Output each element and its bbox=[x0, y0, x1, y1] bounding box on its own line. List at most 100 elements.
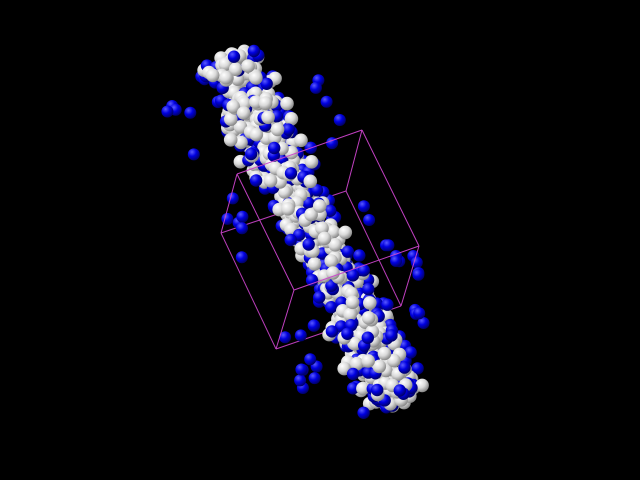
blue-atom bbox=[390, 255, 403, 267]
white-atom bbox=[304, 155, 319, 169]
blue-atom bbox=[382, 239, 395, 252]
white-atom bbox=[328, 238, 343, 252]
blue-atom bbox=[310, 184, 324, 197]
blue-atom bbox=[346, 269, 360, 282]
white-atom bbox=[223, 133, 238, 147]
atom-cluster bbox=[161, 44, 430, 419]
white-atom bbox=[270, 122, 285, 137]
blue-atom bbox=[294, 374, 307, 387]
blue-atom bbox=[295, 363, 308, 376]
blue-atom bbox=[227, 50, 241, 63]
white-atom bbox=[258, 96, 273, 110]
simulation-box-front-edge bbox=[400, 245, 420, 307]
white-atom bbox=[281, 202, 295, 216]
white-atom bbox=[284, 112, 299, 126]
blue-atom bbox=[371, 383, 384, 397]
white-atom bbox=[226, 99, 240, 114]
blue-atom bbox=[309, 81, 322, 94]
blue-atom bbox=[393, 384, 406, 397]
blue-atom bbox=[361, 331, 374, 344]
blue-atom bbox=[268, 141, 281, 155]
blue-atom bbox=[284, 167, 298, 180]
blue-atom bbox=[412, 268, 425, 281]
simulation-box-front-edge bbox=[236, 173, 295, 291]
blue-atom bbox=[341, 245, 354, 258]
simulation-box-front-edge bbox=[361, 129, 420, 247]
white-atom bbox=[237, 96, 251, 111]
blue-atom bbox=[326, 137, 339, 150]
blue-atom bbox=[260, 77, 273, 91]
blue-atom bbox=[307, 319, 321, 332]
blue-atom bbox=[357, 200, 370, 213]
simulation-box-front-edge bbox=[293, 245, 420, 291]
white-atom bbox=[415, 378, 429, 393]
blue-atom bbox=[362, 282, 375, 296]
white-atom bbox=[307, 257, 322, 271]
white-atom bbox=[241, 59, 255, 73]
blue-atom bbox=[304, 353, 317, 366]
blue-atom bbox=[284, 233, 297, 247]
blue-atom bbox=[411, 362, 424, 375]
white-atom bbox=[233, 120, 248, 134]
simulation-box-front-edge bbox=[345, 129, 363, 192]
blue-atom bbox=[247, 44, 261, 58]
white-atom bbox=[205, 68, 220, 83]
white-atom bbox=[356, 381, 370, 396]
white-atom bbox=[219, 70, 233, 85]
blue-atom bbox=[363, 214, 376, 226]
white-atom bbox=[249, 127, 264, 142]
white-atom bbox=[317, 231, 332, 246]
white-atom bbox=[312, 199, 327, 213]
white-atom bbox=[343, 307, 357, 322]
blue-atom bbox=[302, 238, 315, 251]
blue-atom bbox=[235, 251, 248, 264]
simulation-box-back-edge bbox=[220, 232, 277, 350]
white-atom bbox=[234, 135, 248, 150]
blue-atom bbox=[236, 222, 248, 235]
blue-atom bbox=[325, 325, 339, 338]
white-atom bbox=[324, 254, 339, 268]
blue-atom bbox=[417, 317, 430, 329]
white-atom bbox=[315, 221, 329, 235]
blue-atom bbox=[346, 382, 360, 395]
blue-atom bbox=[357, 264, 370, 277]
blue-atom bbox=[302, 197, 315, 210]
blue-atom bbox=[357, 406, 370, 419]
blue-atom bbox=[184, 106, 197, 119]
blue-atom bbox=[226, 192, 239, 205]
white-atom bbox=[363, 296, 377, 310]
white-atom bbox=[350, 356, 364, 371]
blue-atom bbox=[404, 346, 417, 359]
white-atom bbox=[236, 106, 251, 120]
blue-atom bbox=[244, 147, 258, 161]
blue-atom bbox=[353, 249, 366, 262]
blue-atom bbox=[308, 372, 321, 385]
blue-atom bbox=[324, 204, 337, 217]
simulation-box-front-edges bbox=[220, 129, 420, 350]
white-atom bbox=[345, 295, 360, 310]
blue-atom bbox=[385, 329, 398, 342]
white-atom bbox=[361, 311, 376, 325]
white-atom bbox=[224, 112, 238, 126]
blue-atom bbox=[410, 256, 423, 269]
blue-atom bbox=[320, 95, 333, 108]
blue-atom bbox=[381, 298, 394, 311]
simulation-box-front-edge bbox=[220, 173, 238, 234]
blue-atom bbox=[313, 291, 326, 304]
white-atom bbox=[263, 173, 278, 188]
white-atom bbox=[361, 354, 376, 368]
white-atom bbox=[372, 359, 387, 374]
white-atom bbox=[387, 353, 401, 368]
white-atom bbox=[303, 174, 318, 189]
white-atom bbox=[228, 62, 243, 77]
simulation-box-back-edge bbox=[345, 190, 402, 307]
white-atom bbox=[326, 266, 340, 280]
white-atom bbox=[218, 57, 233, 71]
blue-atom bbox=[279, 331, 292, 344]
blue-atom bbox=[236, 210, 249, 223]
white-atom bbox=[261, 110, 275, 125]
blue-atom bbox=[294, 329, 307, 342]
blue-atom bbox=[249, 174, 263, 187]
